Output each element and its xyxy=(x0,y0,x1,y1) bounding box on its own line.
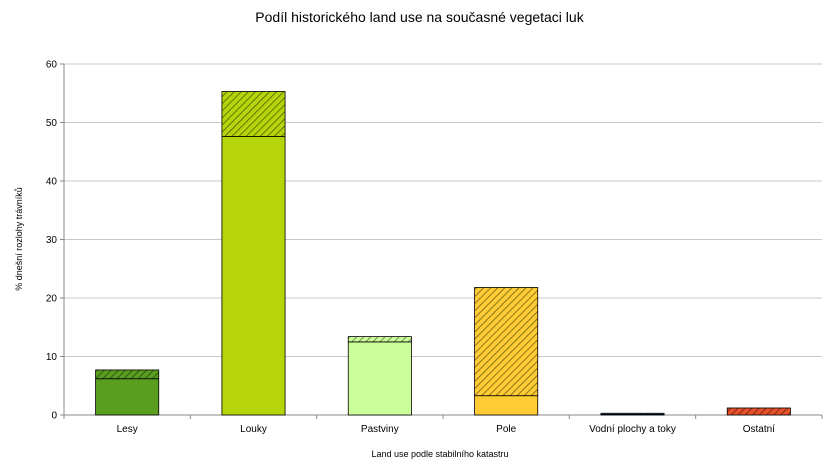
x-tick-label: Lesy xyxy=(117,424,138,435)
y-tick-label: 30 xyxy=(46,235,58,246)
y-tick-label: 50 xyxy=(46,118,58,129)
bar-hatched-1 xyxy=(221,91,286,137)
x-axis-label: Land use podle stabilního katastru xyxy=(371,449,508,459)
bar-hatched-3 xyxy=(474,287,539,397)
bar-solid-0 xyxy=(95,378,160,416)
y-axis-label: % dnešní rozlohy trávníků xyxy=(14,187,24,291)
y-tick-labels: 0 10 20 30 40 50 60 xyxy=(46,60,58,422)
bar-hatched-4 xyxy=(600,412,665,415)
bar-solid-1 xyxy=(221,136,286,416)
bar-hatched-5 xyxy=(726,407,791,416)
x-tick-label: Pastviny xyxy=(361,424,399,435)
y-tick-label: 10 xyxy=(46,352,58,363)
bar-solid-3 xyxy=(474,395,539,416)
y-tick-label: 40 xyxy=(46,177,58,188)
bar-hatched-2 xyxy=(347,336,412,343)
x-tick-label: Vodní plochy a toky xyxy=(589,424,676,435)
y-tick-label: 0 xyxy=(51,411,57,422)
bar-solid-2 xyxy=(347,341,412,416)
y-tick-label: 60 xyxy=(46,60,58,71)
gridlines xyxy=(60,63,822,416)
x-tick-label: Louky xyxy=(240,424,267,435)
y-tick-label: 20 xyxy=(46,294,58,305)
bar-hatched-0 xyxy=(95,369,160,380)
chart-title: Podíl historického land use na současné … xyxy=(255,9,584,25)
bars xyxy=(95,91,791,416)
x-tick-label: Pole xyxy=(496,424,516,435)
x-tick-label: Ostatní xyxy=(743,424,775,435)
x-tick-labels: Lesy Louky Pastviny Pole Vodní plochy a toky… xyxy=(117,424,776,435)
axes xyxy=(63,64,823,419)
